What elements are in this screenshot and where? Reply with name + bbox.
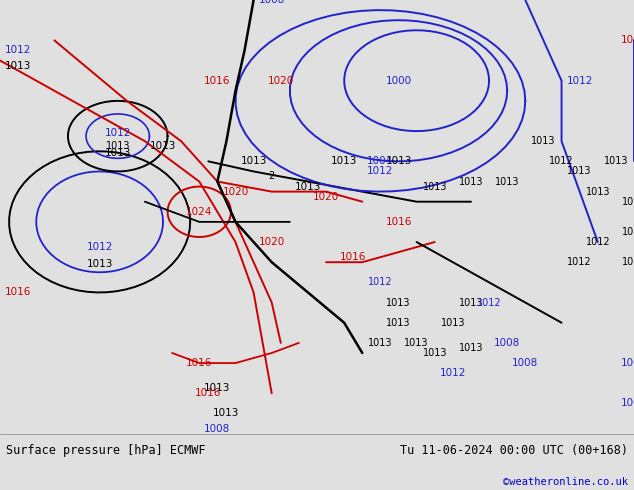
Text: 1012: 1012 [566,75,593,86]
Text: 1016: 1016 [621,35,634,46]
Text: 1013: 1013 [622,227,634,237]
Text: 1013: 1013 [368,338,392,348]
Text: 1013: 1013 [240,156,267,167]
Text: 1013: 1013 [622,257,634,267]
Text: 1013: 1013 [150,141,176,151]
Text: 1004: 1004 [367,156,394,167]
Text: 1013: 1013 [105,148,131,158]
Text: 1013: 1013 [586,187,610,196]
Text: 1013: 1013 [386,318,411,328]
Text: 1012: 1012 [585,237,610,247]
Text: 1016: 1016 [204,75,231,86]
Text: 1013: 1013 [422,182,447,192]
Text: ©weatheronline.co.uk: ©weatheronline.co.uk [503,477,628,487]
Text: 1013: 1013 [331,156,358,167]
Text: 1013: 1013 [86,259,113,269]
Text: 1013: 1013 [105,141,130,151]
Text: 1012: 1012 [5,46,31,55]
Text: 1024: 1024 [186,207,212,217]
Text: 1008: 1008 [621,358,634,368]
Text: 1008: 1008 [512,358,538,368]
Text: 1013: 1013 [531,136,555,146]
Text: 1013: 1013 [295,182,321,192]
Text: 1013: 1013 [622,196,634,207]
Text: 1020: 1020 [223,187,249,196]
Text: 1020: 1020 [313,192,339,202]
Text: 1013: 1013 [567,167,592,176]
Text: 1013: 1013 [459,297,483,308]
Text: 1008: 1008 [621,398,634,408]
Text: 1012: 1012 [439,368,466,378]
Text: 1012: 1012 [567,257,592,267]
Text: 1016: 1016 [385,217,411,227]
Text: 2: 2 [269,172,275,181]
Text: 1012: 1012 [105,128,131,138]
Text: 1013: 1013 [204,383,231,393]
Text: 1012: 1012 [368,277,392,287]
Text: Surface pressure [hPa] ECMWF: Surface pressure [hPa] ECMWF [6,444,206,457]
Text: 1016: 1016 [186,358,212,368]
Text: 1013: 1013 [604,156,628,167]
Text: 1016: 1016 [5,288,31,297]
Text: 1013: 1013 [441,318,465,328]
Text: 1020: 1020 [268,75,294,86]
Text: 1020: 1020 [259,237,285,247]
Text: 1016: 1016 [340,252,366,262]
Text: 1013: 1013 [386,297,411,308]
Text: 1013: 1013 [495,176,519,187]
Text: 1012: 1012 [477,297,501,308]
Text: 1012: 1012 [86,242,113,252]
Text: 1013: 1013 [5,61,31,71]
Text: 1008: 1008 [204,424,231,434]
Text: 1013: 1013 [404,338,429,348]
Text: 1008: 1008 [494,338,521,348]
Text: 1000: 1000 [385,75,411,86]
Text: 1013: 1013 [459,343,483,353]
Text: Tu 11-06-2024 00:00 UTC (00+168): Tu 11-06-2024 00:00 UTC (00+168) [399,444,628,457]
Text: 1013: 1013 [459,176,483,187]
Text: 1008: 1008 [259,0,285,5]
Text: 1013: 1013 [213,409,240,418]
Text: 1012: 1012 [367,167,394,176]
Text: 1012: 1012 [549,156,574,167]
Text: 1016: 1016 [195,388,221,398]
Text: 1013: 1013 [422,348,447,358]
Text: 1013: 1013 [385,156,411,167]
